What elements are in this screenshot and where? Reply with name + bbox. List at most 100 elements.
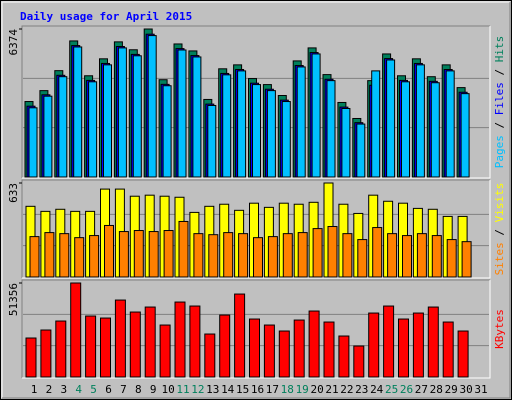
bar: [415, 64, 425, 178]
panel-bevel: [21, 25, 490, 178]
x-tick-label: 2: [46, 383, 53, 396]
bar: [132, 55, 142, 178]
bar: [238, 233, 249, 278]
bar: [430, 82, 440, 178]
bar: [341, 108, 351, 178]
bar: [88, 81, 98, 178]
bar: [383, 305, 395, 378]
legend: KBytes: [493, 309, 506, 349]
bar: [237, 70, 247, 178]
x-tick-label: 31: [474, 383, 487, 396]
bar: [147, 35, 157, 178]
bar: [308, 310, 320, 378]
bar: [368, 312, 380, 378]
bar: [55, 320, 67, 378]
bar: [74, 237, 85, 278]
bar: [356, 123, 366, 178]
bar: [193, 233, 204, 278]
bar: [59, 233, 70, 278]
bar: [266, 90, 276, 178]
x-tick-label: 28: [430, 383, 443, 396]
x-tick-label: 22: [340, 383, 353, 396]
bar: [114, 299, 126, 378]
y-tick-label: 6374: [7, 29, 20, 56]
bar: [311, 53, 321, 178]
bar: [249, 318, 260, 378]
bar: [357, 239, 368, 278]
bar: [174, 301, 186, 378]
x-tick-label: 16: [251, 383, 264, 396]
x-tick-label: 3: [60, 383, 67, 396]
bar: [103, 64, 112, 178]
x-tick-label: 30: [459, 383, 472, 396]
bar: [70, 282, 82, 378]
bar: [312, 228, 323, 278]
bar: [219, 314, 231, 378]
bar: [28, 107, 38, 178]
bar: [386, 59, 396, 178]
bar: [192, 56, 202, 178]
bar: [189, 305, 201, 378]
bar: [371, 70, 381, 178]
bar: [73, 46, 83, 178]
bar: [372, 227, 383, 278]
bar: [402, 235, 412, 278]
legend-entry: Hits: [493, 36, 506, 63]
x-tick-label: 1: [31, 383, 38, 396]
x-tick-label: 24: [370, 383, 384, 396]
bar: [267, 236, 278, 278]
bar: [40, 329, 52, 378]
bar: [445, 70, 455, 178]
x-tick-label: 21: [325, 383, 338, 396]
x-tick-label: 5: [90, 383, 97, 396]
bar: [234, 293, 246, 378]
bar: [342, 233, 353, 278]
bar: [461, 241, 472, 278]
bar: [253, 237, 263, 278]
x-tick-label: 29: [445, 383, 458, 396]
bar: [442, 321, 454, 378]
x-tick-label: 14: [221, 383, 235, 396]
bar: [223, 232, 234, 278]
legend-separator: /: [493, 62, 506, 82]
y-tick-label: 633: [7, 183, 20, 203]
bar: [100, 317, 111, 378]
legend: Sites / Visits: [493, 183, 506, 276]
legend-entry: KBytes: [493, 309, 506, 349]
x-tick-label: 19: [296, 383, 309, 396]
legend-separator: /: [493, 222, 506, 242]
bar: [144, 306, 156, 378]
bar: [222, 74, 232, 178]
bar: [297, 232, 308, 278]
bar: [133, 230, 144, 278]
bar: [148, 231, 159, 278]
x-tick-label: 26: [400, 383, 413, 396]
bar: [327, 226, 338, 278]
bar: [412, 312, 424, 378]
x-tick-label: 17: [266, 383, 279, 396]
bar: [29, 236, 40, 278]
bar: [416, 233, 427, 278]
bar: [163, 230, 174, 278]
x-tick-label: 12: [191, 383, 204, 396]
legend-entry: Sites: [493, 242, 506, 275]
legend-entry: Visits: [493, 183, 506, 223]
bar: [118, 231, 129, 278]
legend-entry: Pages: [493, 135, 506, 168]
bar: [129, 311, 141, 378]
bar: [178, 220, 189, 278]
x-tick-label: 18: [281, 383, 294, 396]
bar: [278, 330, 290, 378]
x-tick-label: 4: [75, 383, 82, 396]
bar: [326, 80, 336, 178]
bar: [431, 235, 442, 278]
panel-bevel: [21, 279, 490, 378]
panel-bevel: [21, 179, 490, 278]
x-tick-label: 10: [161, 383, 174, 396]
x-tick-label: 23: [355, 383, 368, 396]
bar: [43, 95, 53, 178]
x-tick-label: 6: [105, 383, 112, 396]
bar: [44, 232, 55, 278]
panel-bevel: [22, 280, 491, 379]
